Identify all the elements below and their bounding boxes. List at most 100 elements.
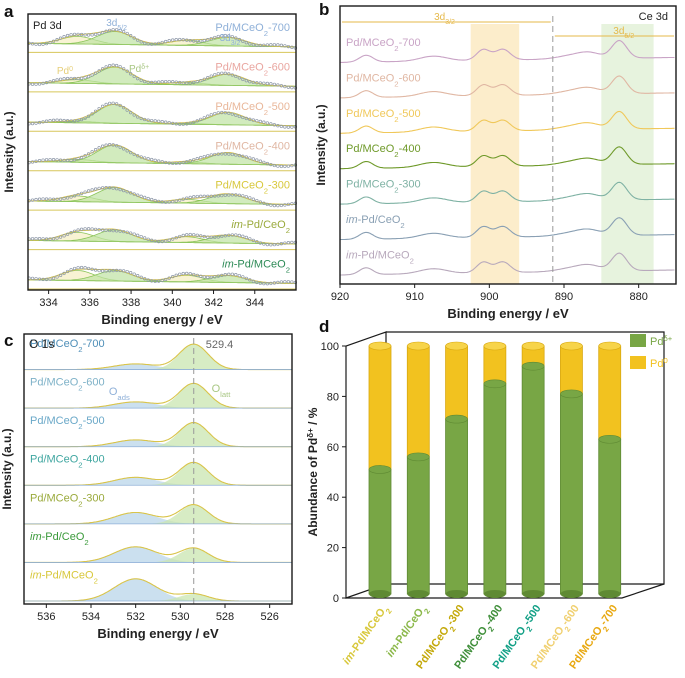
- data-point: [241, 77, 245, 82]
- data-point: [107, 64, 112, 68]
- y-tick-label: 20: [327, 543, 339, 555]
- y-tick-label: 80: [327, 391, 339, 403]
- ann-pd-delta: Pdδ+: [129, 64, 149, 76]
- data-point: [199, 39, 203, 43]
- ann-o-ads: Oads: [109, 386, 130, 402]
- data-point: [34, 277, 38, 281]
- data-point: [174, 273, 178, 277]
- o-ads-component: [24, 578, 292, 601]
- data-point: [206, 235, 210, 239]
- panel-letter-a: a: [4, 2, 14, 21]
- data-point: [118, 28, 122, 33]
- data-point: [90, 267, 94, 271]
- data-point: [44, 197, 49, 201]
- data-point: [100, 67, 105, 71]
- ce3d-trace: [339, 75, 675, 99]
- data-point: [213, 73, 217, 77]
- data-point: [146, 157, 150, 161]
- data-point: [34, 121, 38, 125]
- data-point: [97, 268, 101, 273]
- data-point: [195, 194, 199, 199]
- pd3d-series-label: im-Pd/CeO2: [231, 219, 290, 235]
- data-point: [241, 194, 245, 198]
- label-base: Pd/MCeO: [215, 22, 264, 34]
- data-point: [192, 233, 196, 237]
- x-tick-label: 890: [555, 291, 573, 303]
- data-point: [83, 33, 87, 37]
- data-point: [230, 193, 234, 197]
- data-point: [244, 155, 248, 159]
- data-point: [213, 111, 217, 116]
- label-base: Pd/MCeO: [30, 338, 79, 350]
- bar-seam: [406, 452, 430, 462]
- data-point: [237, 153, 241, 158]
- data-point: [192, 272, 196, 277]
- legend-swatch: [630, 356, 646, 369]
- pd3d-series-label: Pd/MCeO2-300: [215, 180, 290, 196]
- data-point: [58, 158, 63, 162]
- data-point: [164, 120, 168, 124]
- data-point: [83, 266, 87, 270]
- data-point: [41, 42, 45, 46]
- data-point: [83, 154, 87, 158]
- label-suffix: -700: [268, 22, 290, 34]
- data-point: [279, 124, 284, 129]
- data-point: [269, 122, 273, 126]
- data-point: [132, 113, 136, 117]
- data-point: [192, 120, 196, 124]
- data-point: [146, 237, 150, 241]
- data-point: [55, 158, 59, 162]
- data-point: [111, 143, 115, 147]
- data-point: [276, 204, 280, 208]
- data-point: [167, 200, 171, 204]
- data-point: [100, 269, 105, 273]
- data-point: [65, 76, 70, 81]
- data-point: [37, 237, 42, 241]
- x-tick-label: 530: [171, 611, 189, 623]
- data-point: [160, 200, 164, 204]
- data-point: [153, 239, 157, 243]
- y-tick-label: 60: [327, 442, 339, 454]
- data-point: [139, 194, 143, 198]
- data-point: [104, 143, 108, 147]
- data-point: [136, 193, 140, 197]
- data-point: [251, 157, 255, 161]
- x-tick-label: 528: [216, 611, 234, 623]
- data-point: [111, 101, 115, 105]
- panel-letter-b: b: [319, 0, 329, 19]
- data-point: [48, 157, 52, 162]
- label-suffix: -500: [521, 603, 543, 628]
- data-point: [79, 191, 84, 195]
- data-point: [100, 30, 105, 35]
- data-point: [223, 193, 227, 197]
- label-base: Pd: [57, 66, 69, 77]
- ce3d-series-label: Pd/MCeO2-300: [346, 179, 421, 195]
- ann-3d32: 3d3/2: [220, 33, 241, 47]
- data-point: [86, 152, 91, 156]
- data-point: [188, 232, 192, 237]
- data-point: [139, 78, 143, 83]
- data-point: [111, 229, 115, 233]
- bar-pd0: [406, 345, 430, 458]
- bar-pd-delta-base: [522, 590, 545, 598]
- data-point: [114, 268, 119, 273]
- data-point: [114, 28, 119, 32]
- data-point: [192, 158, 196, 162]
- data-point: [258, 159, 262, 163]
- data-point: [83, 190, 87, 194]
- data-point: [65, 196, 70, 200]
- data-point: [30, 160, 35, 164]
- legend-swatch: [630, 334, 646, 347]
- data-point: [209, 194, 213, 198]
- data-point: [234, 233, 238, 237]
- data-point: [129, 231, 133, 235]
- data-point: [181, 271, 185, 276]
- data-point: [58, 197, 63, 201]
- label-prefix: im: [346, 214, 358, 226]
- label-sub: 2: [84, 537, 88, 546]
- data-point: [251, 238, 255, 243]
- data-point: [255, 43, 259, 47]
- label-base: Pd: [129, 64, 141, 75]
- data-point: [269, 203, 273, 207]
- data-point: [107, 269, 112, 273]
